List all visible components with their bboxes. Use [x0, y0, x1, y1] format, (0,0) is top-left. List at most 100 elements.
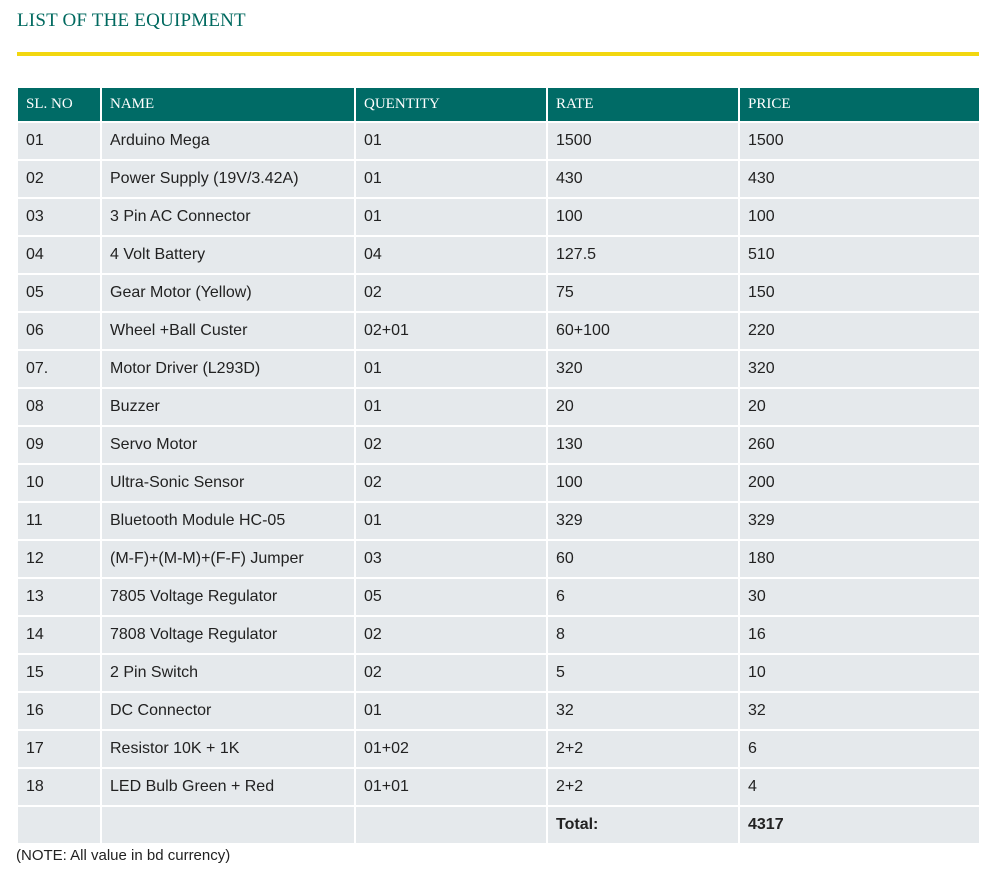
rate-cell: 8 — [548, 617, 738, 653]
sl-no-cell: 15 — [18, 655, 100, 691]
price-cell: 4 — [740, 769, 979, 805]
rate-cell: 32 — [548, 693, 738, 729]
name-cell: 2 Pin Switch — [102, 655, 354, 691]
sl-no-cell: 07. — [18, 351, 100, 387]
price-cell: 10 — [740, 655, 979, 691]
sl-no-cell: 11 — [18, 503, 100, 539]
price-cell: 320 — [740, 351, 979, 387]
quantity-cell: 01 — [356, 503, 546, 539]
rate-cell: 20 — [548, 389, 738, 425]
quantity-cell: 04 — [356, 237, 546, 273]
quantity-cell: 01 — [356, 199, 546, 235]
rate-cell: 1500 — [548, 123, 738, 159]
name-cell: Ultra-Sonic Sensor — [102, 465, 354, 501]
table-row: 05 Gear Motor (Yellow) 02 75 150 — [18, 275, 979, 311]
rate-cell: 2+2 — [548, 769, 738, 805]
name-cell: 7805 Voltage Regulator — [102, 579, 354, 615]
sl-no-cell: 02 — [18, 161, 100, 197]
rate-cell: 60 — [548, 541, 738, 577]
header-row: SL. NO NAME QUENTITY RATE PRICE — [18, 88, 979, 121]
quantity-cell: 01+01 — [356, 769, 546, 805]
rate-cell: 329 — [548, 503, 738, 539]
quantity-cell: 02 — [356, 655, 546, 691]
table-row: 08 Buzzer 01 20 20 — [18, 389, 979, 425]
sl-no-cell: 09 — [18, 427, 100, 463]
header-quantity: QUENTITY — [356, 88, 546, 121]
total-empty-cell — [102, 807, 354, 843]
header-price: PRICE — [740, 88, 979, 121]
name-cell: 3 Pin AC Connector — [102, 199, 354, 235]
sl-no-cell: 12 — [18, 541, 100, 577]
table-row: 06 Wheel +Ball Custer 02+01 60+100 220 — [18, 313, 979, 349]
total-empty-cell — [18, 807, 100, 843]
table-body: 01 Arduino Mega 01 1500 1500 02 Power Supply (… — [18, 123, 979, 843]
table-row: 16 DC Connector 01 32 32 — [18, 693, 979, 729]
name-cell: Motor Driver (L293D) — [102, 351, 354, 387]
sl-no-cell: 08 — [18, 389, 100, 425]
price-cell: 430 — [740, 161, 979, 197]
header-sl-no: SL. NO — [18, 88, 100, 121]
table-row: 10 Ultra-Sonic Sensor 02 100 200 — [18, 465, 979, 501]
name-cell: Buzzer — [102, 389, 354, 425]
price-cell: 260 — [740, 427, 979, 463]
price-cell: 16 — [740, 617, 979, 653]
total-row: Total: 4317 — [18, 807, 979, 843]
table-row: 13 7805 Voltage Regulator 05 6 30 — [18, 579, 979, 615]
quantity-cell: 03 — [356, 541, 546, 577]
table-row: 12 (M-F)+(M-M)+(F-F) Jumper 03 60 180 — [18, 541, 979, 577]
price-cell: 510 — [740, 237, 979, 273]
name-cell: 7808 Voltage Regulator — [102, 617, 354, 653]
price-cell: 32 — [740, 693, 979, 729]
table-row: 02 Power Supply (19V/3.42A) 01 430 430 — [18, 161, 979, 197]
name-cell: 4 Volt Battery — [102, 237, 354, 273]
rate-cell: 75 — [548, 275, 738, 311]
quantity-cell: 01 — [356, 123, 546, 159]
rate-cell: 100 — [548, 465, 738, 501]
table-row: 09 Servo Motor 02 130 260 — [18, 427, 979, 463]
total-label: Total: — [548, 807, 738, 843]
table-row: 04 4 Volt Battery 04 127.5 510 — [18, 237, 979, 273]
header-rate: RATE — [548, 88, 738, 121]
sl-no-cell: 06 — [18, 313, 100, 349]
quantity-cell: 05 — [356, 579, 546, 615]
page-title: LIST OF THE EQUIPMENT — [17, 10, 246, 31]
name-cell: Gear Motor (Yellow) — [102, 275, 354, 311]
price-cell: 30 — [740, 579, 979, 615]
price-cell: 329 — [740, 503, 979, 539]
price-cell: 6 — [740, 731, 979, 767]
table-row: 18 LED Bulb Green + Red 01+01 2+2 4 — [18, 769, 979, 805]
quantity-cell: 01 — [356, 389, 546, 425]
name-cell: Bluetooth Module HC-05 — [102, 503, 354, 539]
quantity-cell: 02 — [356, 427, 546, 463]
name-cell: Wheel +Ball Custer — [102, 313, 354, 349]
name-cell: Resistor 10K + 1K — [102, 731, 354, 767]
table-row: 01 Arduino Mega 01 1500 1500 — [18, 123, 979, 159]
equipment-table: SL. NO NAME QUENTITY RATE PRICE 01 Arduin… — [16, 86, 981, 845]
quantity-cell: 01 — [356, 693, 546, 729]
sl-no-cell: 17 — [18, 731, 100, 767]
table-header: SL. NO NAME QUENTITY RATE PRICE — [18, 88, 979, 121]
rate-cell: 5 — [548, 655, 738, 691]
rate-cell: 127.5 — [548, 237, 738, 273]
sl-no-cell: 05 — [18, 275, 100, 311]
quantity-cell: 01+02 — [356, 731, 546, 767]
rate-cell: 6 — [548, 579, 738, 615]
title-divider — [17, 52, 979, 56]
sl-no-cell: 14 — [18, 617, 100, 653]
sl-no-cell: 16 — [18, 693, 100, 729]
price-cell: 180 — [740, 541, 979, 577]
rate-cell: 130 — [548, 427, 738, 463]
name-cell: Power Supply (19V/3.42A) — [102, 161, 354, 197]
name-cell: DC Connector — [102, 693, 354, 729]
price-cell: 20 — [740, 389, 979, 425]
currency-note: (NOTE: All value in bd currency) — [16, 847, 231, 864]
sl-no-cell: 03 — [18, 199, 100, 235]
name-cell: LED Bulb Green + Red — [102, 769, 354, 805]
rate-cell: 430 — [548, 161, 738, 197]
quantity-cell: 01 — [356, 351, 546, 387]
sl-no-cell: 01 — [18, 123, 100, 159]
price-cell: 1500 — [740, 123, 979, 159]
rate-cell: 60+100 — [548, 313, 738, 349]
sl-no-cell: 18 — [18, 769, 100, 805]
quantity-cell: 02 — [356, 275, 546, 311]
